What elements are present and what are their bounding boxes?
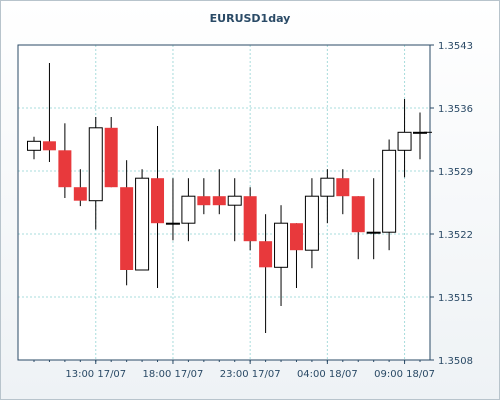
x-tick-label: 04:00 18/07: [297, 369, 358, 380]
y-tick-label: 1.3543: [438, 41, 473, 52]
candle-body-bullish: [304, 195, 319, 251]
candle: [274, 205, 289, 306]
candle-body-bullish: [366, 231, 381, 234]
candle: [227, 178, 242, 242]
y-tick-label: 1.3536: [438, 104, 473, 115]
candle: [88, 117, 103, 230]
axes: 1.3543 1.3536 1.3529 1.3522 1.3515 1.3508 13:0…: [17, 41, 473, 380]
candle-body-bullish: [165, 222, 180, 225]
candle: [397, 99, 412, 178]
candle-body-bearish: [120, 187, 134, 270]
y-tick-label: 1.3515: [438, 293, 473, 304]
candle-body-bearish: [336, 178, 350, 197]
x-tick-label: 18:00 17/07: [143, 369, 204, 380]
candle: [197, 178, 211, 215]
candle: [320, 169, 335, 224]
candle: [73, 169, 87, 207]
candle-body-bearish: [243, 196, 257, 242]
x-tick-label: 23:00 17/07: [220, 369, 281, 380]
x-tick-label: 13:00 17/07: [65, 369, 126, 380]
plot-border: [17, 44, 431, 361]
candles: [27, 63, 427, 333]
candle: [259, 214, 273, 333]
candle: [104, 117, 118, 188]
y-tick-label: 1.3529: [438, 167, 473, 178]
candle: [181, 178, 196, 242]
candle-body-bearish: [351, 196, 365, 233]
x-tick-label: 09:00 18/07: [374, 369, 435, 380]
candle-body-bearish: [58, 150, 72, 188]
candle: [135, 169, 150, 271]
candle-body-bearish: [104, 127, 118, 188]
candle-body-bullish: [135, 177, 150, 271]
candle-body-bullish: [397, 131, 412, 151]
y-tick-label: 1.3522: [438, 230, 473, 241]
candle-body-bearish: [289, 223, 303, 251]
candle: [58, 123, 72, 198]
candle-body-bullish: [382, 149, 397, 233]
candle-body-bearish: [73, 187, 87, 201]
candle: [165, 178, 180, 241]
candle-body-bearish: [197, 196, 211, 206]
candle-body-bearish: [212, 196, 226, 206]
candle: [27, 136, 41, 160]
candle-body-bearish: [42, 141, 56, 151]
candle: [336, 169, 350, 215]
candle: [243, 187, 257, 251]
candle: [151, 126, 165, 288]
candle-body-bullish: [27, 140, 41, 151]
candle-body-bullish: [88, 127, 103, 202]
candle-body-bearish: [259, 241, 273, 268]
candle: [42, 63, 56, 162]
candle-body-bearish: [151, 178, 165, 224]
candle: [212, 169, 226, 215]
candle-body-bullish: [320, 177, 335, 197]
candle-body-bullish: [274, 222, 289, 268]
candle: [304, 178, 319, 269]
y-tick-label: 1.3508: [438, 356, 473, 367]
candle: [382, 139, 397, 251]
candle: [366, 178, 381, 260]
candle: [351, 196, 365, 260]
candle-body-bullish: [227, 195, 242, 206]
candle: [120, 160, 134, 286]
candle-body-bullish: [181, 195, 196, 224]
chart-title: EURUSD1day: [210, 12, 291, 25]
candle: [289, 223, 303, 288]
